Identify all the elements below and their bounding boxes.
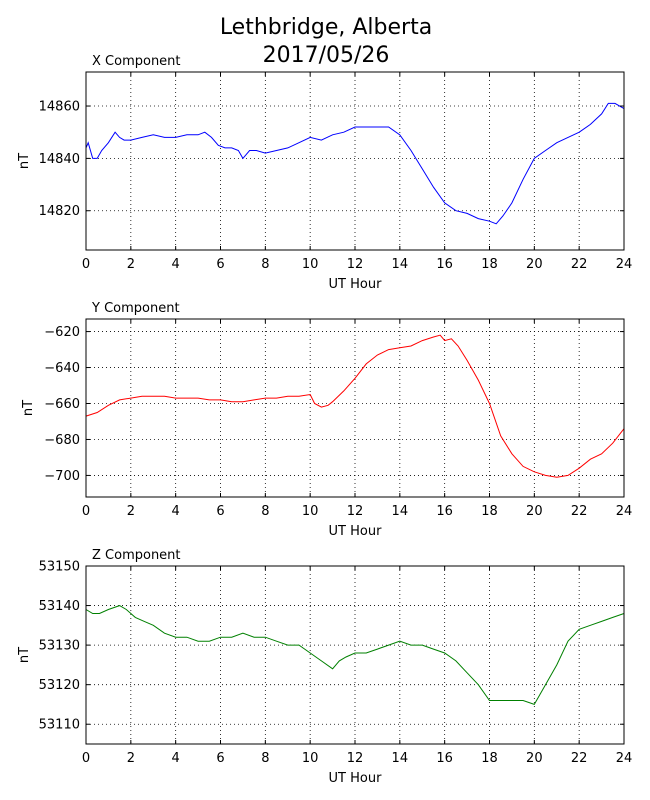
z-xaxis-label: UT Hour — [329, 771, 383, 786]
z-xtick-label-12: 12 — [347, 751, 364, 766]
y-xtick-label-14: 14 — [392, 504, 409, 519]
x-xtick-label-24: 24 — [616, 257, 633, 272]
z-xtick-label-16: 16 — [436, 751, 453, 766]
y-xtick-label-2: 2 — [127, 504, 135, 519]
z-ytick-label-53140: 53140 — [39, 599, 80, 614]
y-xtick-label-6: 6 — [216, 504, 224, 519]
z-xtick-label-10: 10 — [302, 751, 319, 766]
x-xtick-label-18: 18 — [481, 257, 498, 272]
z-xtick-label-18: 18 — [481, 751, 498, 766]
z-ytick-label-53110: 53110 — [39, 718, 80, 733]
x-xtick-label-4: 4 — [172, 257, 180, 272]
x-xtick-label-8: 8 — [261, 257, 269, 272]
figure-title-line2: 2017/05/26 — [263, 43, 390, 68]
x-xtick-label-14: 14 — [392, 257, 409, 272]
x-yaxis-label: nT — [17, 153, 32, 169]
y-component-panel: 0 2 4 6 8 10 12 14 16 18 20 22 24−620−640−660−680−70… — [21, 301, 632, 539]
z-xtick-label-4: 4 — [172, 751, 180, 766]
y-xtick-label-8: 8 — [261, 504, 269, 519]
figure-title-line1: Lethbridge, Alberta — [220, 15, 432, 40]
z-xtick-label-20: 20 — [526, 751, 543, 766]
y-xtick-label-0: 0 — [82, 504, 90, 519]
x-xtick-label-20: 20 — [526, 257, 543, 272]
x-xtick-label-6: 6 — [216, 257, 224, 272]
x-component-trace — [85, 102, 625, 225]
z-component-title: Z Component — [92, 548, 181, 563]
y-xtick-label-16: 16 — [436, 504, 453, 519]
z-xtick-label-8: 8 — [261, 751, 269, 766]
z-xtick-label-14: 14 — [392, 751, 409, 766]
y-yaxis-label: nT — [21, 400, 36, 416]
y-ytick-label--660: −660 — [44, 397, 80, 412]
x-xaxis-label: UT Hour — [329, 277, 383, 292]
z-xtick-label-0: 0 — [82, 751, 90, 766]
z-xtick-label-2: 2 — [127, 751, 135, 766]
y-component-title: Y Component — [91, 301, 180, 316]
y-xtick-label-18: 18 — [481, 504, 498, 519]
y-xtick-label-20: 20 — [526, 504, 543, 519]
x-xtick-label-10: 10 — [302, 257, 319, 272]
y-xtick-label-24: 24 — [616, 504, 633, 519]
y-xtick-label-10: 10 — [302, 504, 319, 519]
x-xtick-label-22: 22 — [571, 257, 588, 272]
x-ytick-label-14820: 14820 — [39, 204, 80, 219]
x-xtick-label-0: 0 — [82, 257, 90, 272]
x-xtick-label-2: 2 — [127, 257, 135, 272]
z-component-panel: 0 2 4 6 8 10 12 14 16 18 20 22 245311053120531305314… — [17, 548, 632, 786]
y-ytick-label--680: −680 — [44, 433, 80, 448]
z-ytick-label-53130: 53130 — [39, 639, 80, 654]
y-ytick-label--640: −640 — [44, 361, 80, 376]
y-ytick-label--700: −700 — [44, 469, 80, 484]
z-xtick-label-6: 6 — [216, 751, 224, 766]
x-xtick-label-12: 12 — [347, 257, 364, 272]
x-ytick-label-14840: 14840 — [39, 152, 80, 167]
y-ytick-label--620: −620 — [44, 325, 80, 340]
x-xtick-label-16: 16 — [436, 257, 453, 272]
z-component-trace — [85, 605, 625, 706]
y-xtick-label-12: 12 — [347, 504, 364, 519]
z-ytick-label-53150: 53150 — [39, 560, 80, 575]
x-component-title: X Component — [92, 54, 181, 69]
y-xaxis-label: UT Hour — [329, 524, 383, 539]
x-ytick-label-14860: 14860 — [39, 100, 80, 115]
z-ytick-label-53120: 53120 — [39, 678, 80, 693]
z-xtick-label-24: 24 — [616, 751, 633, 766]
y-xtick-label-4: 4 — [172, 504, 180, 519]
y-xtick-label-22: 22 — [571, 504, 588, 519]
z-yaxis-label: nT — [17, 647, 32, 663]
y-component-trace — [85, 334, 625, 478]
z-xtick-label-22: 22 — [571, 751, 588, 766]
